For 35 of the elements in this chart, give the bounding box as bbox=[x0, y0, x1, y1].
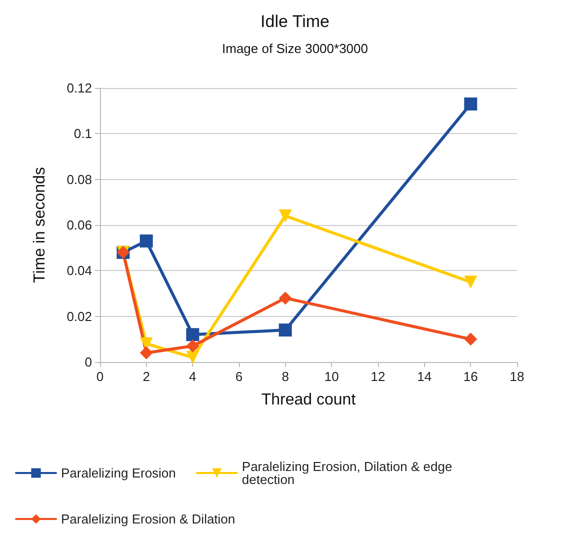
x-tick-label: 4 bbox=[189, 369, 196, 384]
x-tick-label: 8 bbox=[282, 369, 289, 384]
point bbox=[278, 209, 292, 222]
point bbox=[140, 346, 153, 360]
y-tick-label: 0.04 bbox=[66, 263, 92, 278]
x-tick-label: 2 bbox=[142, 369, 150, 384]
x-tick-label: 14 bbox=[417, 369, 432, 384]
point bbox=[278, 324, 292, 337]
y-tick-label: 0.08 bbox=[66, 172, 92, 187]
point bbox=[186, 340, 200, 353]
point bbox=[278, 292, 292, 305]
y-tick-label: 0.06 bbox=[66, 218, 92, 232]
x-tick-label: 6 bbox=[235, 369, 243, 384]
y-axis-title: Time in seconds bbox=[32, 167, 48, 283]
y-tick-label: 0 bbox=[84, 354, 92, 370]
chart-subtitle: Image of Size 3000*3000 bbox=[222, 41, 368, 56]
legend-label: Paralelizing Erosion bbox=[61, 466, 176, 480]
x-tick-label: 18 bbox=[510, 369, 524, 384]
y-tick-label: 0.1 bbox=[74, 126, 92, 142]
point bbox=[464, 332, 478, 346]
y-tick-label: 0.02 bbox=[66, 308, 92, 324]
legend-label: Paralelizing Erosion, Dilation & edge detection bbox=[242, 459, 456, 487]
x-tick-label: 16 bbox=[463, 369, 478, 384]
x-tick-label: 0 bbox=[96, 369, 104, 384]
point bbox=[464, 276, 478, 289]
x-tick-label: 10 bbox=[324, 369, 339, 384]
point bbox=[464, 97, 478, 110]
legend-label: Paralelizing Erosion & Dilation bbox=[61, 512, 236, 526]
x-tick-label: 12 bbox=[370, 369, 386, 384]
point bbox=[140, 234, 153, 248]
chart-title: Idle Time bbox=[260, 12, 330, 31]
point bbox=[186, 350, 200, 364]
y-tick-label: 0.12 bbox=[66, 80, 92, 96]
point bbox=[186, 328, 200, 342]
x-axis-title: Thread count bbox=[261, 392, 356, 408]
